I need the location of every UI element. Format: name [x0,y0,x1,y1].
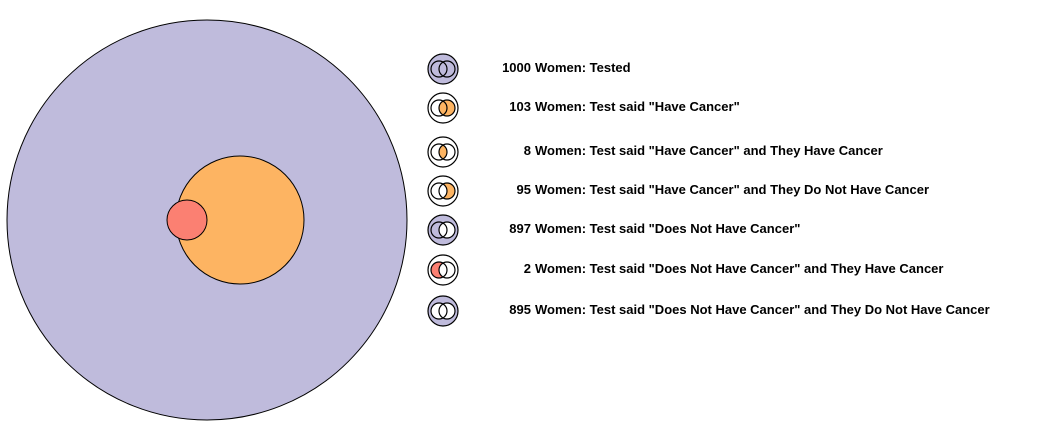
legend-row-false-positive: 95 Women: Test said "Have Cancer" and Th… [425,174,1037,208]
legend-label: Women: Test said "Does Not Have Cancer" … [535,261,944,276]
venn-true-positive-icon [427,136,459,168]
legend-label: Women: Test said "Have Cancer" and They … [535,143,883,158]
venn-test-negative-icon [427,214,459,246]
legend-row-test-negative: 897 Women: Test said "Does Not Have Canc… [425,213,1037,247]
legend-count: 95 [516,182,531,197]
venn-all-icon [427,53,459,85]
legend-count: 8 [523,143,531,158]
venn-diagram [6,19,408,421]
legend-row-true-positive: 8 Women: Test said "Have Cancer" and The… [425,135,1037,169]
legend-count: 2 [523,261,531,276]
legend-label: Women: Test said "Does Not Have Cancer" … [535,302,990,317]
legend-count: 897 [509,221,531,236]
has-cancer-circle [166,199,208,241]
venn-true-negative-icon [427,295,459,327]
legend-row-false-negative: 2 Women: Test said "Does Not Have Cancer… [425,253,1037,287]
legend-count: 895 [509,302,531,317]
venn-test-positive-icon [427,92,459,124]
legend-label: Women: Test said "Have Cancer" and They … [535,182,930,197]
legend-label: Women: Test said "Does Not Have Cancer" [535,221,801,236]
venn-false-positive-icon [427,175,459,207]
legend-label: Women: Test said "Have Cancer" [535,99,740,114]
legend-count: 1000 [502,60,531,75]
legend-row-tested: 1000 Women: Tested [425,52,1037,86]
legend-label: Women: Tested [535,60,631,75]
legend-row-true-negative: 895 Women: Test said "Does Not Have Canc… [425,294,1037,328]
venn-false-negative-icon [427,254,459,286]
legend-row-test-positive: 103 Women: Test said "Have Cancer" [425,91,1037,125]
legend-count: 103 [509,99,531,114]
